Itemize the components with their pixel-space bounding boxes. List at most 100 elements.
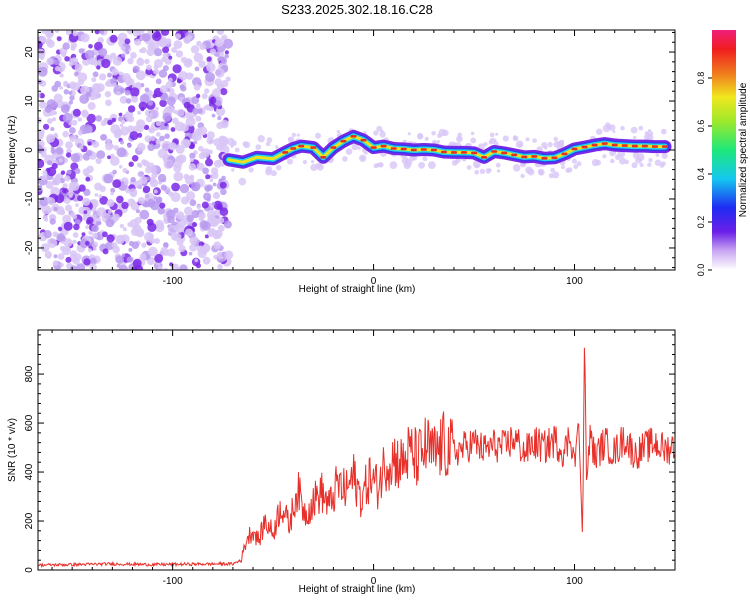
noise-blob xyxy=(206,184,213,191)
noise-blob xyxy=(159,85,168,94)
noise-blob xyxy=(72,239,77,244)
noise-blob xyxy=(96,207,107,217)
noise-blob xyxy=(223,38,234,49)
noise-blob xyxy=(209,178,214,183)
noise-blob xyxy=(175,33,182,40)
halo-blob xyxy=(417,132,424,139)
spectrogram-xtick-label: -100 xyxy=(163,276,183,287)
ridge-peak xyxy=(601,142,608,145)
noise-blob xyxy=(153,64,159,70)
noise-blob xyxy=(63,89,69,95)
noise-blob xyxy=(175,50,184,58)
noise-blob xyxy=(215,100,222,107)
halo-blob xyxy=(360,156,365,161)
noise-blob xyxy=(81,110,89,118)
noise-blob xyxy=(135,81,141,88)
noise-blob xyxy=(116,195,124,204)
colorbar: 0.0 0.2 0.4 0.6 0.8 Normalized spectral ampl… xyxy=(696,30,749,276)
noise-blob xyxy=(189,199,197,207)
noise-blob xyxy=(205,174,211,180)
ridge-peak xyxy=(571,147,578,151)
noise-blob xyxy=(89,263,97,270)
halo-blob xyxy=(541,142,548,149)
noise-blob xyxy=(42,170,48,176)
halo-blob xyxy=(648,158,653,163)
noise-blob xyxy=(105,99,112,107)
noise-blob xyxy=(47,197,56,206)
halo-blob xyxy=(654,159,662,166)
spectrogram-xtick-label: 100 xyxy=(566,276,583,287)
noise-blob xyxy=(167,215,175,224)
noise-blob xyxy=(205,158,213,167)
noise-blob xyxy=(199,245,204,250)
noise-blob xyxy=(80,33,90,43)
noise-blob xyxy=(162,46,170,54)
halo-blob xyxy=(638,125,644,131)
noise-blob xyxy=(137,171,144,178)
noise-blob xyxy=(155,132,161,137)
halo-blob xyxy=(630,126,638,134)
spectrogram-ytick-label: -10 xyxy=(24,191,35,206)
noise-blob xyxy=(179,264,188,270)
noise-blob xyxy=(78,184,86,192)
noise-blob xyxy=(58,158,63,163)
noise-blob xyxy=(59,245,66,252)
noise-blob xyxy=(148,128,153,133)
noise-blob xyxy=(39,101,47,109)
noise-blob xyxy=(163,267,168,270)
noise-blob xyxy=(139,209,150,220)
noise-blob xyxy=(148,246,158,257)
ridge-peak xyxy=(621,144,628,147)
halo-blob xyxy=(315,132,321,139)
noise-blob xyxy=(186,34,193,41)
halo-blob xyxy=(270,170,277,177)
noise-blob xyxy=(61,188,67,194)
halo-blob xyxy=(474,169,480,175)
halo-blob xyxy=(512,164,521,172)
ridge-peak xyxy=(380,144,387,148)
noise-blob xyxy=(178,71,188,81)
noise-blob xyxy=(69,126,76,134)
noise-blob xyxy=(224,250,234,260)
halo-blob xyxy=(407,132,411,136)
noise-blob xyxy=(172,64,182,74)
noise-blob xyxy=(212,182,217,187)
noise-blob xyxy=(206,62,216,73)
noise-blob xyxy=(132,258,142,268)
noise-blob xyxy=(198,60,206,68)
noise-blob xyxy=(53,59,60,66)
ridge-peak xyxy=(370,146,377,149)
noise-blob xyxy=(66,169,72,175)
halo-blob xyxy=(424,136,429,141)
noise-blob xyxy=(193,140,198,145)
noise-blob xyxy=(139,48,144,53)
noise-blob xyxy=(52,260,59,267)
noise-blob xyxy=(204,152,210,158)
noise-blob xyxy=(191,96,200,105)
noise-blob xyxy=(115,234,125,245)
halo-blob xyxy=(456,135,463,143)
noise-blob xyxy=(135,209,140,214)
noise-blob xyxy=(120,119,126,125)
noise-blob xyxy=(215,68,225,78)
halo-blob xyxy=(437,133,442,139)
noise-blob xyxy=(72,30,79,37)
noise-blob xyxy=(193,83,201,91)
noise-blob xyxy=(195,115,202,122)
noise-blob xyxy=(76,263,86,270)
ridge-peak xyxy=(581,145,588,149)
halo-blob xyxy=(336,129,341,134)
noise-blob xyxy=(86,216,94,224)
noise-blob xyxy=(127,57,134,65)
halo-blob xyxy=(311,160,315,164)
noise-blob xyxy=(59,73,64,78)
noise-blob xyxy=(105,218,115,228)
halo-blob xyxy=(647,162,652,167)
noise-blob xyxy=(128,161,134,167)
noise-blob xyxy=(196,204,201,210)
noise-blob xyxy=(161,140,172,151)
noise-blob xyxy=(110,124,121,134)
noise-blob xyxy=(189,243,198,252)
noise-blob xyxy=(47,160,53,166)
ridge-peak xyxy=(400,147,407,151)
